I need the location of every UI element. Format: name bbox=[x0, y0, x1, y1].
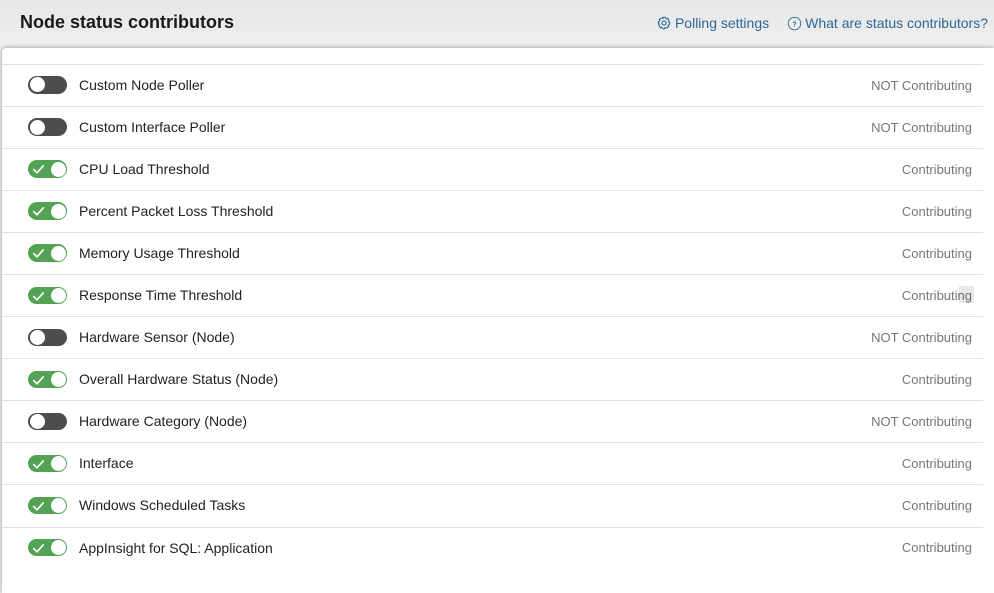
svg-text:?: ? bbox=[793, 21, 797, 28]
